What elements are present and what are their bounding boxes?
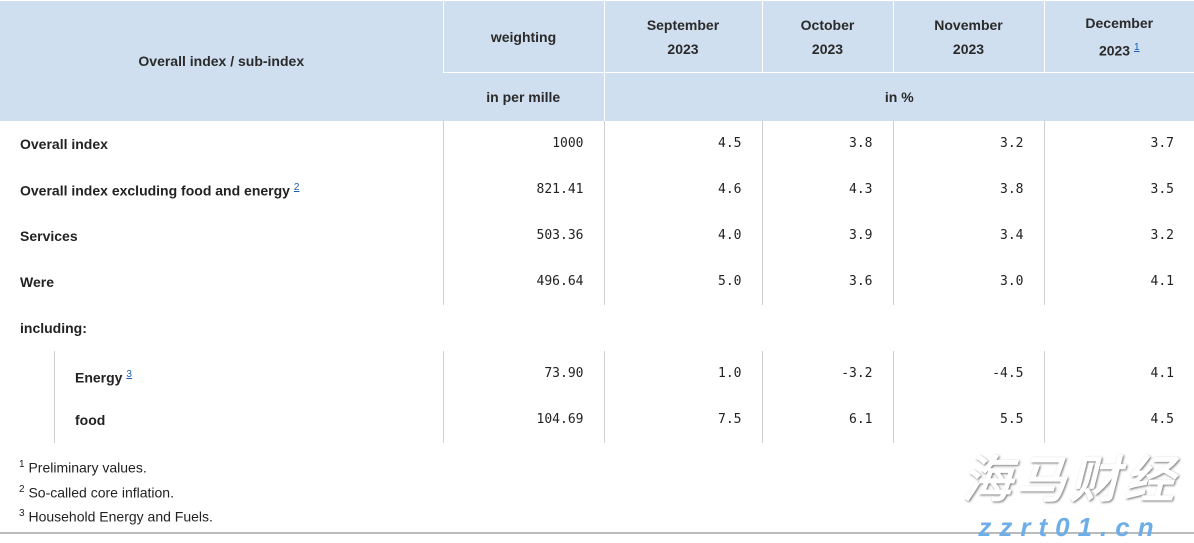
value-cell: 3.2 — [1043, 212, 1194, 259]
footnote-link-1[interactable]: 1 — [1133, 41, 1140, 53]
row-label: Overall index excluding food and energy … — [20, 182, 300, 199]
header-oct: October 2023 — [761, 0, 893, 73]
header-nov: November 2023 — [892, 0, 1044, 73]
weight-cell: 503.36 — [442, 212, 604, 259]
watermark: 海马财经 zzrt01.cn — [950, 440, 1190, 543]
weight-cell: 104.69 — [442, 396, 604, 443]
table-row: Overall index 1000 4.5 3.8 3.2 3.7 — [0, 120, 1194, 167]
weight-cell: 73.90 — [442, 350, 604, 397]
header-weighting: weighting — [442, 0, 604, 73]
inflation-table: Overall index / sub-index weighting Sept… — [0, 0, 1194, 443]
value-cell: 3.9 — [761, 212, 893, 259]
value-cell: 6.1 — [761, 396, 893, 443]
value-cell: 4.1 — [1043, 350, 1194, 397]
header-sep: September 2023 — [603, 0, 762, 73]
table-row: Overall index excluding food and energy … — [0, 166, 1194, 213]
footnotes: 1 Preliminary values. 2 So-called core i… — [19, 454, 213, 528]
value-cell: 4.0 — [603, 212, 762, 259]
value-cell: 3.7 — [1043, 120, 1194, 167]
value-cell: 5.5 — [892, 396, 1044, 443]
row-label: Were — [20, 273, 54, 290]
row-label: Services — [20, 227, 78, 244]
table-row: food 104.69 7.5 6.1 5.5 4.5 — [0, 396, 1194, 443]
value-cell: 4.1 — [1043, 258, 1194, 305]
value-cell: 3.6 — [761, 258, 893, 305]
value-cell: 1.0 — [603, 350, 762, 397]
header-weighting-unit: in per mille — [443, 72, 604, 121]
header-dec: December 2023 1 — [1043, 0, 1194, 73]
divider — [0, 532, 1194, 534]
table-row: Energy 3 73.90 1.0 -3.2 -4.5 4.1 — [0, 350, 1194, 397]
footnote: 2 So-called core inflation. — [19, 483, 174, 501]
value-cell: 3.8 — [761, 120, 893, 167]
watermark-url: zzrt01.cn — [978, 512, 1162, 542]
weight-cell: 496.64 — [442, 258, 604, 305]
footnote-link-2[interactable]: 2 — [293, 182, 300, 194]
value-cell: -4.5 — [892, 350, 1044, 397]
row-label: Energy 3 — [0, 350, 443, 397]
footnote-link-3[interactable]: 3 — [126, 368, 132, 380]
including-label: including: — [20, 319, 87, 336]
watermark-text: 海马财经 — [962, 452, 1178, 508]
value-cell: 3.0 — [892, 258, 1044, 305]
value-cell: 3.4 — [892, 212, 1044, 259]
row-label: Overall index — [20, 135, 108, 152]
footnote: 1 Preliminary values. — [19, 459, 147, 476]
header-values-unit: in % — [603, 72, 1194, 121]
value-cell: 3.2 — [892, 120, 1044, 167]
weight-cell: 1000 — [442, 120, 604, 167]
including-row: including: — [0, 305, 1194, 351]
value-cell: 3.5 — [1043, 166, 1194, 213]
weight-cell: 821.41 — [442, 166, 604, 213]
value-cell: 3.8 — [892, 166, 1044, 213]
value-cell: 4.6 — [603, 166, 762, 213]
value-cell: 4.3 — [761, 166, 893, 213]
value-cell: 5.0 — [603, 258, 762, 305]
table-row: Services 503.36 4.0 3.9 3.4 3.2 — [0, 212, 1194, 259]
footnote: 3 Household Energy and Fuels. — [19, 508, 213, 525]
row-label: food — [0, 396, 443, 443]
value-cell: 4.5 — [1043, 396, 1194, 443]
value-cell: -3.2 — [761, 350, 893, 397]
table-row: Were 496.64 5.0 3.6 3.0 4.1 — [0, 258, 1194, 305]
value-cell: 7.5 — [603, 396, 762, 443]
value-cell: 4.5 — [603, 120, 762, 167]
header-index: Overall index / sub-index — [0, 0, 443, 121]
